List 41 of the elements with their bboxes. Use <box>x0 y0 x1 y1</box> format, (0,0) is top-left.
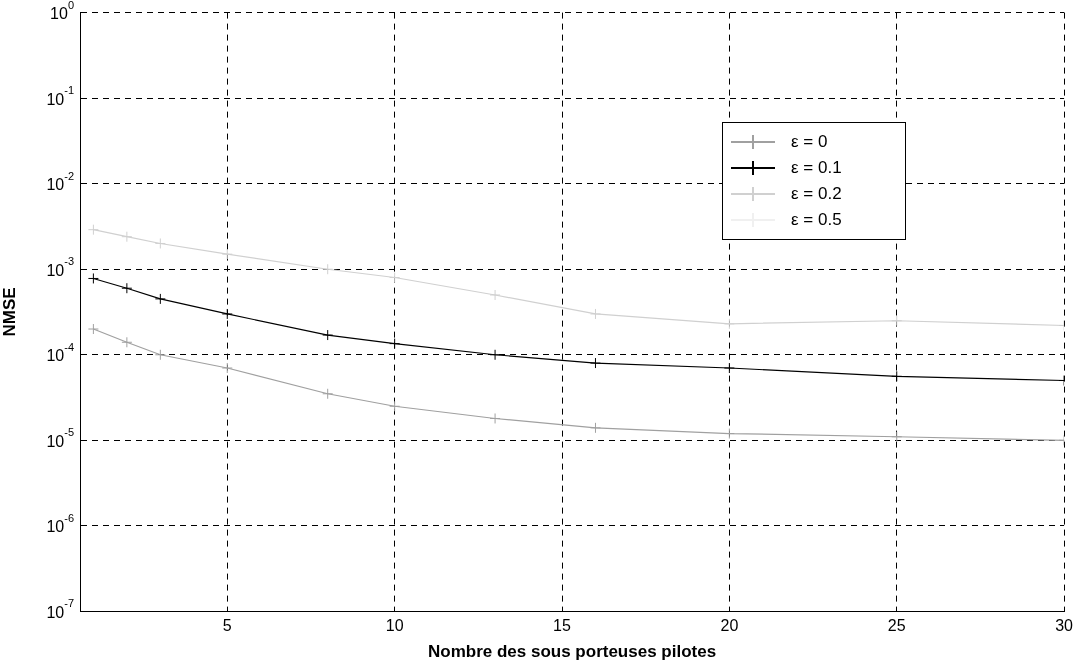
point <box>87 272 99 284</box>
point <box>121 282 133 294</box>
point <box>154 293 166 305</box>
legend-label: ε = 0.2 <box>791 184 842 204</box>
legend-label: ε = 0.5 <box>791 210 842 230</box>
legend-label: ε = 0 <box>791 132 828 152</box>
y-axis-title: NMSE <box>0 287 19 337</box>
point <box>322 263 334 275</box>
point <box>221 308 233 320</box>
point <box>154 349 166 361</box>
point <box>87 323 99 335</box>
x-tick-label: 30 <box>1055 617 1074 635</box>
point <box>389 400 401 412</box>
point <box>489 412 501 424</box>
point <box>589 308 601 320</box>
x-tick-label: 15 <box>553 617 572 635</box>
point <box>891 315 903 327</box>
x-tick-label: 5 <box>222 617 232 635</box>
legend-label: ε = 0.1 <box>791 158 842 178</box>
point <box>389 338 401 350</box>
point <box>154 237 166 249</box>
point <box>723 318 735 330</box>
point <box>322 329 334 341</box>
x-tick-label: 10 <box>385 617 404 635</box>
point <box>221 248 233 260</box>
point <box>589 357 601 369</box>
point <box>723 362 735 374</box>
x-axis-title: Nombre des sous porteuses pilotes <box>427 642 717 662</box>
point <box>121 336 133 348</box>
point <box>322 388 334 400</box>
x-tick-label: 25 <box>887 617 906 635</box>
point <box>121 231 133 243</box>
x-tick-label: 20 <box>720 617 739 635</box>
point <box>589 422 601 434</box>
point <box>221 362 233 374</box>
point <box>489 349 501 361</box>
point <box>489 289 501 301</box>
point <box>891 370 903 382</box>
point <box>87 224 99 236</box>
point <box>891 431 903 443</box>
point <box>389 272 401 284</box>
